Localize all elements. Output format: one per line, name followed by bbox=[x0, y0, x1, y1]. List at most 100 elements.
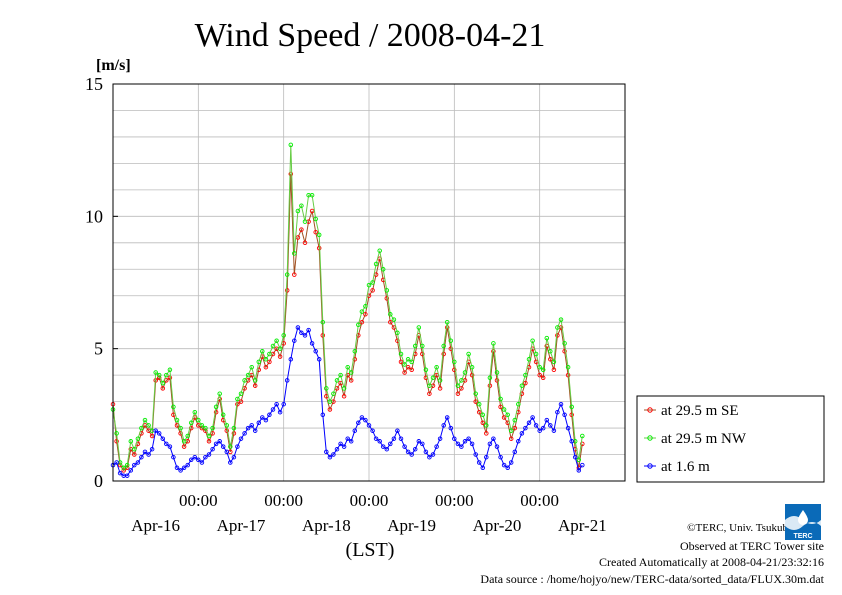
data-point bbox=[558, 317, 564, 322]
data-point bbox=[292, 338, 297, 343]
data-point bbox=[188, 457, 194, 463]
data-point bbox=[231, 425, 237, 431]
data-point bbox=[348, 370, 354, 375]
terc-logo: TERC bbox=[785, 504, 821, 540]
data-point bbox=[235, 444, 240, 449]
data-point bbox=[388, 312, 393, 317]
data-point bbox=[242, 378, 247, 383]
data-point bbox=[466, 436, 471, 441]
x-tick-time-label: 00:00 bbox=[435, 491, 474, 510]
data-point bbox=[292, 272, 297, 277]
data-point bbox=[512, 417, 518, 423]
site-text: Observed at TERC Tower site bbox=[680, 539, 824, 553]
grid-layer bbox=[113, 84, 625, 481]
data-point bbox=[284, 272, 290, 277]
data-point bbox=[569, 439, 574, 444]
data-point bbox=[494, 378, 500, 383]
data-point bbox=[181, 439, 187, 444]
data-point bbox=[213, 441, 219, 447]
data-point bbox=[363, 312, 368, 317]
data-point bbox=[327, 454, 333, 460]
data-point bbox=[580, 433, 585, 439]
data-point bbox=[484, 431, 489, 436]
data-point bbox=[494, 444, 500, 449]
data-point bbox=[455, 391, 461, 396]
data-point bbox=[555, 325, 560, 330]
data-point bbox=[565, 425, 571, 431]
data-point bbox=[444, 415, 450, 420]
data-point bbox=[576, 468, 582, 473]
data-point bbox=[320, 412, 326, 418]
data-point bbox=[206, 439, 212, 444]
data-point bbox=[220, 444, 226, 449]
data-point bbox=[139, 425, 144, 431]
data-point bbox=[505, 465, 510, 471]
data-point bbox=[156, 431, 162, 436]
data-point bbox=[373, 261, 379, 267]
data-point bbox=[452, 367, 457, 373]
data-point bbox=[181, 465, 187, 471]
data-point bbox=[313, 229, 318, 235]
data-point bbox=[299, 330, 304, 336]
data-point bbox=[224, 449, 230, 455]
data-point bbox=[540, 425, 546, 431]
data-point bbox=[309, 192, 315, 198]
data-point bbox=[252, 383, 258, 388]
data-point bbox=[498, 404, 503, 410]
chart-title: Wind Speed / 2008-04-21 bbox=[195, 17, 546, 54]
data-point bbox=[491, 349, 496, 354]
series-line bbox=[112, 173, 583, 472]
data-point bbox=[569, 404, 574, 410]
data-point bbox=[114, 460, 119, 465]
data-point bbox=[491, 341, 496, 346]
data-point bbox=[462, 370, 468, 375]
data-point bbox=[388, 319, 393, 325]
data-point bbox=[430, 375, 436, 381]
data-point bbox=[412, 343, 418, 349]
data-point bbox=[338, 441, 343, 447]
series-layer bbox=[110, 142, 585, 478]
data-point bbox=[444, 319, 450, 325]
data-point bbox=[402, 444, 407, 449]
data-point bbox=[551, 367, 557, 373]
data-point bbox=[476, 409, 482, 415]
data-point bbox=[508, 460, 514, 465]
data-point bbox=[178, 468, 183, 473]
data-point bbox=[416, 325, 422, 330]
data-point bbox=[540, 367, 546, 373]
series-3 bbox=[110, 325, 585, 478]
data-point bbox=[537, 364, 542, 370]
credit-text: ©TERC, Univ. Tsukuba bbox=[687, 522, 793, 534]
data-point bbox=[316, 357, 322, 362]
data-point bbox=[366, 423, 372, 428]
data-point bbox=[142, 417, 148, 423]
data-point bbox=[530, 338, 535, 343]
data-point bbox=[210, 446, 215, 452]
data-point bbox=[235, 396, 240, 402]
data-point bbox=[441, 351, 446, 357]
data-point bbox=[267, 351, 272, 357]
data-point bbox=[309, 341, 315, 346]
series-line bbox=[112, 144, 583, 469]
data-point bbox=[238, 399, 244, 404]
data-point bbox=[452, 359, 457, 365]
data-point bbox=[580, 462, 585, 468]
data-point bbox=[473, 391, 478, 396]
data-point bbox=[498, 396, 503, 402]
data-point bbox=[373, 436, 379, 441]
data-point bbox=[356, 420, 361, 426]
data-point bbox=[288, 357, 294, 362]
data-point bbox=[188, 420, 194, 426]
data-point bbox=[523, 380, 528, 386]
x-tick-date-label: Apr-20 bbox=[473, 516, 522, 535]
data-point bbox=[206, 452, 212, 457]
data-point bbox=[466, 351, 471, 357]
data-point bbox=[540, 375, 546, 381]
data-point bbox=[580, 441, 585, 447]
data-point bbox=[124, 473, 130, 478]
data-point bbox=[444, 325, 450, 330]
data-point bbox=[484, 454, 489, 460]
data-point bbox=[455, 441, 461, 447]
data-point bbox=[149, 433, 155, 439]
